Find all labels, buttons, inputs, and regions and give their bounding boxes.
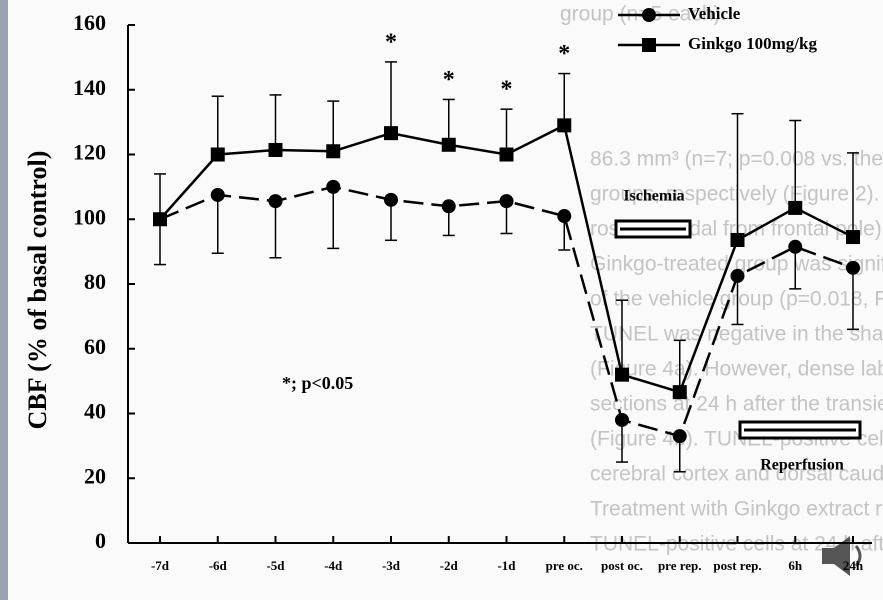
ischemia-label: Ischemia bbox=[623, 188, 684, 205]
background-line: 86.3 mm³ (n=7; p=0.008 vs. the vehicle-t… bbox=[590, 148, 883, 171]
background-line: sections at 24 h after the transient MCA… bbox=[590, 393, 883, 416]
background-line: cerebral cortex and dorsal caudate of is… bbox=[590, 463, 883, 486]
data-point bbox=[846, 260, 860, 275]
x-tick-label: post rep. bbox=[713, 558, 761, 573]
reperfusion-label: Reperfusion bbox=[760, 457, 844, 474]
background-line: TUNEL-positive cells at 24 h after the t… bbox=[590, 533, 883, 556]
data-point bbox=[326, 144, 341, 159]
data-point bbox=[210, 147, 225, 162]
data-point bbox=[615, 367, 629, 382]
data-point bbox=[384, 126, 398, 141]
data-point bbox=[730, 268, 745, 283]
data-point bbox=[557, 118, 572, 133]
x-tick-label: -4d bbox=[324, 558, 343, 573]
legend-marker bbox=[642, 38, 656, 52]
significance-star: * bbox=[558, 41, 570, 67]
background-line: Ginkgo-treated group was significantly s… bbox=[590, 253, 883, 276]
background-line: Treatment with Ginkgo extract reduced th… bbox=[590, 498, 883, 521]
data-point bbox=[615, 412, 629, 427]
background-line: (Figure 4a). However, dense labeling was… bbox=[590, 358, 883, 381]
data-point bbox=[499, 194, 514, 209]
significance-star: * bbox=[443, 67, 455, 93]
data-point bbox=[268, 142, 283, 157]
x-tick-label: post oc. bbox=[601, 558, 643, 573]
background-text: group (n=5 each).86.3 mm³ (n=7; p=0.008 … bbox=[560, 3, 883, 556]
data-point bbox=[788, 239, 803, 254]
speaker-icon[interactable] bbox=[822, 536, 862, 576]
x-tick-label: -5d bbox=[266, 558, 285, 573]
significance-star: * bbox=[501, 77, 513, 103]
y-tick-label: 140 bbox=[73, 75, 106, 100]
data-point bbox=[326, 179, 341, 194]
x-tick-label: -1d bbox=[497, 558, 516, 573]
background-line: of the vehicle group (p=0.018, Figures 2… bbox=[590, 288, 883, 311]
x-tick-label: pre rep. bbox=[658, 558, 702, 573]
data-point bbox=[672, 385, 687, 400]
data-point bbox=[210, 187, 225, 202]
legend-label: Vehicle bbox=[688, 4, 741, 23]
x-tick-label: pre oc. bbox=[546, 558, 583, 573]
legend-marker bbox=[642, 8, 656, 22]
data-point bbox=[788, 200, 803, 215]
data-point bbox=[268, 194, 283, 209]
significance-star: * bbox=[385, 29, 397, 55]
data-point bbox=[384, 192, 398, 207]
y-tick-label: 100 bbox=[73, 204, 106, 229]
y-tick-label: 80 bbox=[84, 269, 106, 294]
data-point bbox=[441, 199, 456, 214]
x-tick-label: -3d bbox=[382, 558, 401, 573]
data-point bbox=[730, 232, 745, 247]
data-point bbox=[846, 230, 860, 245]
x-tick-label: 6h bbox=[788, 558, 803, 573]
y-tick-label: 40 bbox=[84, 399, 106, 424]
legend-label: Ginkgo 100mg/kg bbox=[688, 34, 817, 53]
background-line: TUNEL was negative in the sham control b… bbox=[590, 323, 883, 346]
y-tick-label: 160 bbox=[73, 10, 106, 35]
x-tick-label: 24h bbox=[843, 558, 864, 573]
data-point bbox=[499, 147, 514, 162]
y-tick-label: 120 bbox=[73, 140, 106, 165]
data-point bbox=[441, 137, 456, 152]
significance-note: *; p<0.05 bbox=[282, 373, 353, 393]
edge-strip bbox=[0, 0, 8, 600]
background-line: groups, respectively (Figure 2). Infarct… bbox=[590, 183, 883, 206]
x-tick-label: -6d bbox=[209, 558, 228, 573]
data-point bbox=[672, 429, 687, 444]
y-axis-label: CBF (% of basal control) bbox=[23, 151, 52, 430]
y-tick-label: 60 bbox=[84, 334, 106, 359]
y-tick-label: 0 bbox=[95, 528, 106, 553]
x-tick-label: -2d bbox=[440, 558, 459, 573]
x-tick-label: -7d bbox=[151, 558, 170, 573]
data-point bbox=[153, 212, 167, 227]
data-point bbox=[557, 209, 572, 224]
y-tick-label: 20 bbox=[84, 463, 106, 488]
